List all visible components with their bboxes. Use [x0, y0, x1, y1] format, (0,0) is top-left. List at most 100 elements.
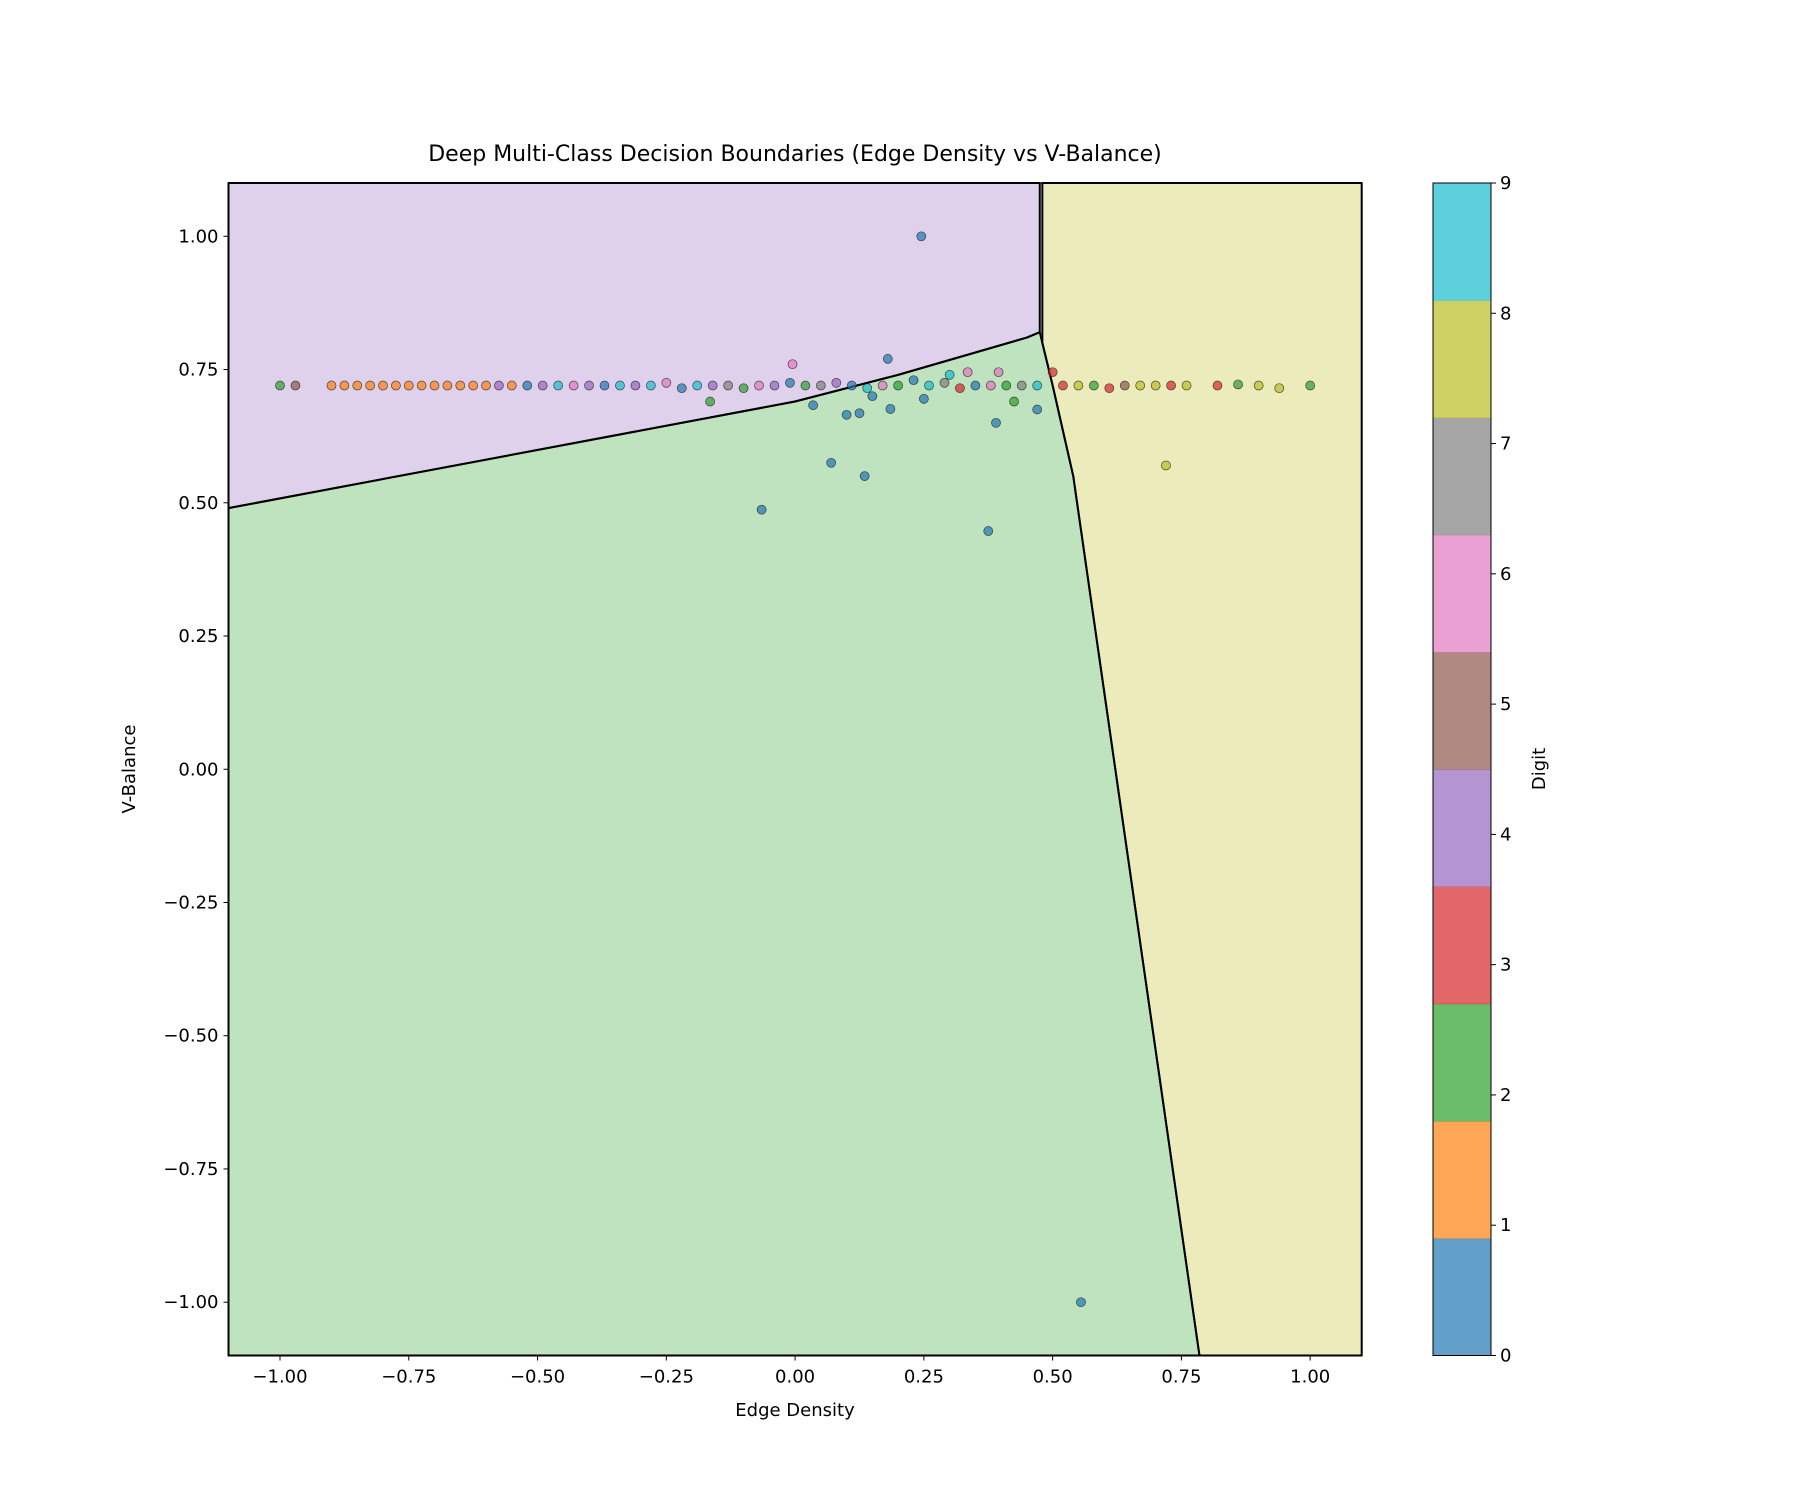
- data-point: [1073, 380, 1084, 391]
- data-point: [339, 380, 350, 391]
- data-point: [1119, 380, 1130, 391]
- data-point: [481, 380, 491, 391]
- data-point: [831, 378, 842, 388]
- data-point: [862, 383, 873, 394]
- data-point: [785, 378, 795, 388]
- data-point: [916, 231, 927, 242]
- data-point: [1212, 380, 1223, 391]
- data-point: [816, 380, 826, 391]
- data-point: [1135, 380, 1146, 391]
- data-point: [1009, 396, 1019, 407]
- data-point: [754, 380, 764, 391]
- colorbar-segment: [1433, 1238, 1491, 1356]
- data-point: [326, 380, 337, 391]
- y-tick-label: −0.75: [163, 1159, 218, 1180]
- colorbar-tick-label: 4: [1500, 824, 1511, 845]
- x-tick-label: −0.75: [381, 1367, 436, 1388]
- data-point: [705, 396, 715, 407]
- y-tick-label: −1.00: [163, 1292, 218, 1313]
- data-point: [1047, 367, 1058, 378]
- colorbar-segment: [1433, 1121, 1491, 1239]
- data-point: [846, 380, 857, 391]
- data-point: [877, 380, 888, 391]
- colorbar-tick-label: 0: [1500, 1346, 1511, 1367]
- data-point: [275, 380, 285, 391]
- y-tick-label: 1.00: [178, 226, 218, 247]
- data-point: [1032, 404, 1043, 415]
- data-point: [1233, 379, 1243, 390]
- data-point: [1161, 460, 1171, 471]
- data-point: [738, 383, 749, 394]
- data-point: [1305, 380, 1316, 391]
- data-point: [882, 354, 893, 364]
- data-point: [707, 380, 718, 391]
- data-point: [985, 380, 996, 391]
- data-point: [800, 380, 811, 391]
- colorbar-tick-label: 8: [1500, 303, 1511, 324]
- data-point: [919, 393, 929, 404]
- x-tick-label: −0.25: [639, 1367, 694, 1388]
- data-point: [983, 526, 994, 536]
- data-point: [630, 380, 641, 391]
- data-point: [468, 380, 479, 391]
- colorbar-segment: [1433, 886, 1491, 1005]
- data-point: [991, 417, 1001, 428]
- y-tick-label: 0.50: [178, 493, 218, 514]
- data-point: [854, 408, 865, 419]
- y-axis-label: V-Balance: [119, 725, 140, 814]
- colorbar-label: Digit: [1529, 748, 1550, 790]
- x-tick-label: 0.25: [904, 1367, 944, 1388]
- data-point: [494, 380, 504, 391]
- y-tick-label: −0.50: [163, 1026, 218, 1047]
- colorbar-segment: [1433, 183, 1491, 301]
- colorbar-segment: [1433, 769, 1491, 887]
- data-point: [537, 380, 548, 391]
- x-axis-label: Edge Density: [735, 1400, 855, 1421]
- data-point: [1032, 380, 1043, 391]
- data-point: [1253, 380, 1264, 391]
- data-point: [403, 380, 414, 391]
- data-point: [365, 380, 375, 391]
- colorbar-tick-label: 2: [1500, 1085, 1511, 1106]
- data-point: [970, 380, 981, 391]
- data-point: [885, 404, 896, 414]
- data-point: [1166, 380, 1176, 391]
- data-point: [676, 383, 687, 394]
- data-point: [939, 378, 950, 388]
- data-point: [867, 391, 878, 402]
- data-point: [1181, 380, 1192, 391]
- x-tick-label: 0.00: [775, 1367, 815, 1388]
- y-tick-label: 0.75: [178, 360, 218, 381]
- colorbar-tick-label: 7: [1500, 434, 1511, 455]
- colorbar-segment: [1433, 300, 1491, 418]
- chart-title: Deep Multi-Class Decision Boundaries (Ed…: [428, 142, 1162, 167]
- data-point: [993, 367, 1004, 378]
- data-point: [352, 380, 363, 391]
- colorbar-segment: [1433, 417, 1491, 536]
- decision-region: [227, 331, 1201, 1357]
- colorbar-frame: [1432, 182, 1492, 1356]
- colorbar-tick-label: 3: [1500, 955, 1511, 976]
- x-tick-label: 0.75: [1161, 1367, 1201, 1388]
- data-point: [522, 380, 533, 391]
- x-tick-label: −1.00: [252, 1367, 307, 1388]
- data-point: [1274, 383, 1285, 394]
- data-point: [599, 380, 610, 391]
- y-tick-label: 0.00: [178, 759, 218, 780]
- colorbar-segment: [1433, 1003, 1491, 1122]
- data-point: [1089, 380, 1099, 391]
- data-point: [290, 380, 301, 391]
- data-point: [416, 380, 427, 391]
- y-tick-label: −0.25: [163, 892, 218, 913]
- data-point: [1076, 1297, 1086, 1308]
- data-point: [756, 504, 767, 515]
- data-point: [692, 380, 703, 391]
- data-point: [661, 378, 672, 388]
- data-point: [391, 380, 401, 391]
- colorbar-segment: [1433, 534, 1491, 653]
- data-point: [442, 380, 453, 391]
- data-point: [893, 380, 903, 391]
- data-point: [584, 380, 594, 391]
- data-point: [955, 383, 965, 394]
